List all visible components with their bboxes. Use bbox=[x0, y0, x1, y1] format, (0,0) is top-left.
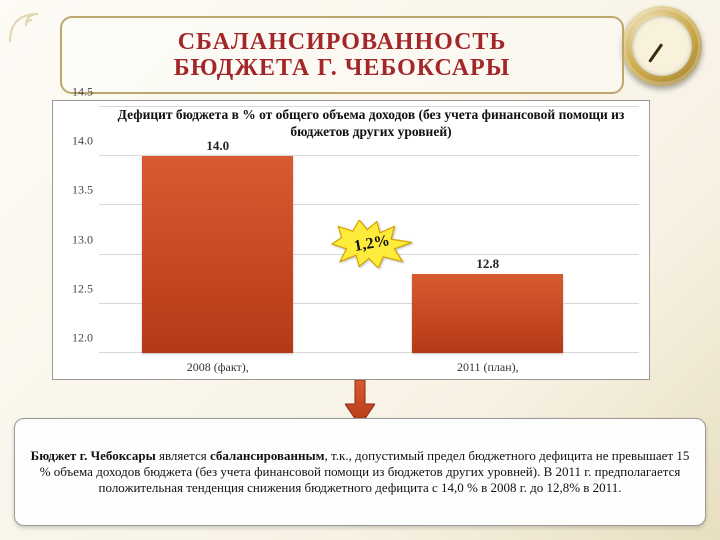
summary-box: Бюджет г. Чебоксары является сбалансиров… bbox=[14, 418, 706, 526]
bar: 12.8 bbox=[412, 274, 563, 353]
corner-ornament bbox=[6, 6, 46, 46]
y-tick-label: 14.0 bbox=[53, 134, 93, 149]
summary-text: Бюджет г. Чебоксары является сбалансиров… bbox=[29, 448, 691, 497]
summary-key: сбалансированным bbox=[210, 448, 325, 463]
slide: СБАЛАНСИРОВАННОСТЬ БЮДЖЕТА Г. ЧЕБОКСАРЫ … bbox=[0, 0, 720, 540]
y-tick-label: 12.0 bbox=[53, 331, 93, 346]
summary-lead: Бюджет г. Чебоксары bbox=[31, 448, 156, 463]
y-tick-label: 14.5 bbox=[53, 85, 93, 100]
title-line-2: БЮДЖЕТА Г. ЧЕБОКСАРЫ bbox=[174, 55, 511, 81]
y-tick-label: 13.5 bbox=[53, 183, 93, 198]
pocket-watch-icon bbox=[622, 6, 702, 86]
title-line-1: СБАЛАНСИРОВАННОСТЬ bbox=[178, 29, 507, 55]
x-tick-label: 2011 (план), bbox=[408, 360, 568, 375]
bar-value-label: 14.0 bbox=[142, 138, 293, 154]
x-tick-label: 2008 (факт), bbox=[138, 360, 298, 375]
bar-value-label: 12.8 bbox=[412, 256, 563, 272]
y-tick-label: 13.0 bbox=[53, 232, 93, 247]
bar: 14.0 bbox=[142, 156, 293, 353]
gridline bbox=[99, 106, 639, 107]
y-tick-label: 12.5 bbox=[53, 281, 93, 296]
title-box: СБАЛАНСИРОВАННОСТЬ БЮДЖЕТА Г. ЧЕБОКСАРЫ bbox=[60, 16, 624, 94]
difference-callout: 1,2% bbox=[330, 220, 414, 268]
